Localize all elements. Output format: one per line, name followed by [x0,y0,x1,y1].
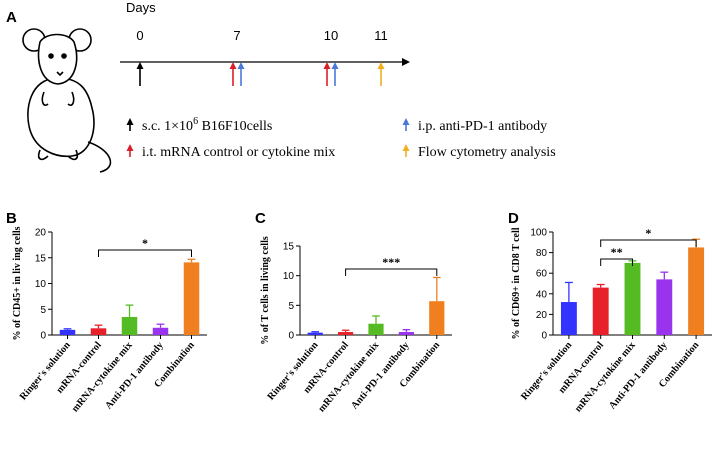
error-bar [564,281,573,303]
y-tick-label: 0 [40,331,46,342]
bar [398,332,414,335]
error-bar [372,315,380,324]
arrow [323,62,331,86]
arrow [136,62,144,86]
error-bar [156,323,165,328]
arrow-head [237,62,245,69]
bar [338,332,354,335]
significance-label: * [142,236,148,250]
significance-label: ** [611,245,623,259]
legend-label-part: B16F10cells [198,119,272,134]
legend-label: i.t. mRNA control or cytokine mix [142,145,335,160]
arrow-head [377,62,385,69]
error-bar [660,271,669,280]
x-tick-label: mRNA-cytokine mix [573,340,638,415]
arrow-head [402,144,410,151]
panel-label: B [6,210,17,227]
arrow [402,144,410,157]
error-bar [125,304,134,317]
significance-bracket [98,249,192,257]
error-bar [187,258,196,263]
timeline-title: Days [126,0,156,15]
y-tick-label: 100 [530,228,547,239]
y-axis-label: % of CD69+ in CD8 T cell [511,227,522,339]
y-tick-label: 40 [536,289,548,300]
arrow-head [331,62,339,69]
y-axis-label: % of CD45+ in liv ing cells [12,226,23,340]
panel-label: A [6,9,17,26]
arrow-head [229,62,237,69]
error-bar [63,328,72,330]
legend-label: s.c. 1×106 B16F10cells [142,116,272,134]
day-label: 0 [136,28,143,43]
x-tick-label: Anti-PD-1 antibody [349,340,412,412]
bar [90,328,107,335]
error-bar [341,329,350,333]
day-label: 10 [324,28,338,43]
arrow-head [126,118,134,125]
arrow-head [402,118,410,125]
x-tick-label: Anti-PD-1 antibody [607,340,670,412]
bar [624,262,641,335]
error-bar [402,329,411,333]
significance-bracket [345,268,438,276]
y-tick-label: 10 [283,271,295,282]
bar [592,287,609,335]
y-tick-label: 15 [283,242,295,253]
y-tick-label: 0 [541,331,547,342]
bar [688,247,705,335]
arrow [377,62,385,86]
y-tick-label: 10 [35,279,47,290]
y-tick-label: 60 [536,269,548,280]
bar [183,262,200,335]
y-tick-label: 15 [35,253,47,264]
y-tick-label: 20 [536,310,548,321]
y-tick-label: 5 [288,301,294,312]
bar [656,279,673,335]
error-bar [433,276,441,302]
y-tick-label: 0 [288,331,294,342]
arrow [126,118,134,131]
bar [121,316,138,335]
legend-label-part: s.c. 1×10 [142,119,193,134]
panel-label: D [508,210,519,227]
bar [560,302,577,335]
arrow [402,118,410,131]
arrow-head [126,144,134,151]
day-label: 7 [233,28,240,43]
y-axis-label: % of T cells in living cells [260,236,271,345]
y-tick-label: 20 [35,228,47,239]
significance-bracket [600,239,697,247]
error-bar [94,324,103,329]
timeline-arrowhead [402,58,410,66]
x-tick-label: Ringer's solution [265,340,320,403]
y-tick-label: 5 [40,305,46,316]
significance-label: *** [382,255,400,269]
bar [307,332,323,335]
bar [368,323,384,335]
legend-label: Flow cytometry analysis [418,145,556,160]
mouse-icon [22,28,112,173]
bar [152,327,169,335]
y-tick-label: 80 [536,248,548,259]
panel-label: C [255,210,266,227]
significance-bracket [600,258,633,266]
arrow [229,62,237,86]
bar [59,329,76,335]
legend-label: i.p. anti-PD-1 antibody [418,119,547,134]
legend-label-part: 6 [193,116,198,127]
error-bar [311,331,319,333]
error-bar [596,283,605,288]
significance-label: * [645,226,651,240]
bar [429,301,445,335]
arrow [237,62,245,86]
arrow-head [323,62,331,69]
arrow-head [136,62,144,69]
day-label: 11 [374,28,388,43]
arrow [331,62,339,86]
x-tick-label: Anti-PD-1 antibody [103,340,166,412]
arrow [126,144,134,157]
